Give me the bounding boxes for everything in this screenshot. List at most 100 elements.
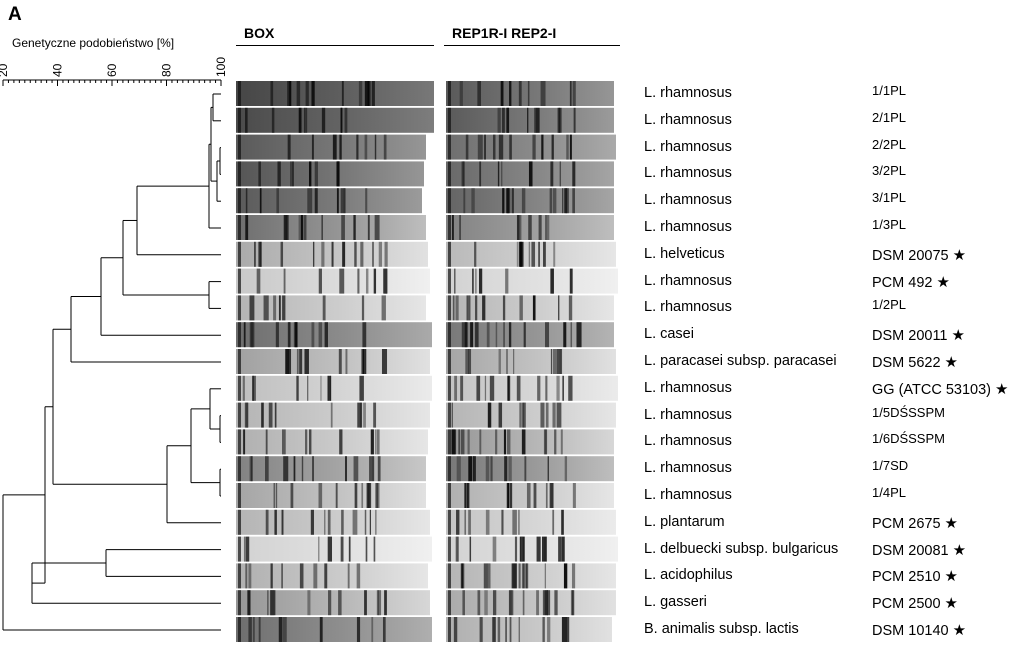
rep-band bbox=[502, 295, 506, 321]
rep-band bbox=[527, 107, 529, 133]
box-band bbox=[249, 295, 255, 321]
rep-band bbox=[502, 188, 505, 214]
rep-band bbox=[538, 215, 542, 240]
box-band bbox=[354, 241, 357, 267]
rep-well-band bbox=[448, 295, 451, 321]
reference-star-icon: ★ bbox=[936, 273, 950, 291]
rep-well-band bbox=[448, 81, 451, 106]
box-band bbox=[356, 134, 359, 160]
rep-band bbox=[503, 429, 507, 455]
rep-band bbox=[466, 483, 469, 508]
box-band bbox=[296, 375, 299, 401]
rep-band bbox=[454, 375, 458, 401]
box-lane bbox=[236, 188, 422, 214]
box-band bbox=[274, 509, 277, 535]
box-band bbox=[369, 456, 373, 482]
rep-band bbox=[542, 536, 544, 562]
rep-band bbox=[536, 590, 539, 616]
box-band bbox=[359, 402, 362, 428]
rep-lane bbox=[446, 295, 614, 321]
box-band bbox=[283, 268, 286, 294]
strain-id: PCM 492 ★ bbox=[872, 273, 950, 292]
box-band bbox=[258, 617, 261, 642]
box-band bbox=[340, 536, 344, 562]
rep-band bbox=[549, 188, 553, 214]
rep-band bbox=[492, 536, 497, 562]
reference-star-icon: ★ bbox=[952, 622, 967, 639]
rep-band bbox=[570, 322, 573, 348]
box-band bbox=[245, 215, 249, 240]
rep-well-band bbox=[448, 188, 451, 214]
box-band bbox=[259, 188, 262, 214]
box-band bbox=[339, 134, 342, 160]
strain-id-text: 3/2PL bbox=[872, 163, 906, 179]
rep-band bbox=[525, 563, 529, 589]
species-name: L. rhamnosus bbox=[644, 406, 732, 423]
rep-band bbox=[486, 322, 490, 348]
species-name: L. rhamnosus bbox=[644, 299, 732, 316]
box-band bbox=[261, 402, 264, 428]
box-band bbox=[312, 456, 314, 482]
rep-band bbox=[468, 456, 473, 482]
rep-band bbox=[484, 134, 486, 160]
box-lane bbox=[236, 617, 432, 642]
rep-band bbox=[485, 509, 490, 535]
box-band bbox=[367, 81, 371, 106]
rep-band bbox=[533, 483, 537, 508]
box-band bbox=[296, 81, 301, 106]
rep-band bbox=[468, 349, 472, 374]
box-well-band bbox=[238, 563, 241, 589]
rep-lane bbox=[446, 375, 618, 401]
box-band bbox=[265, 429, 268, 455]
rep-gel-lanes bbox=[446, 81, 618, 642]
box-band bbox=[318, 536, 320, 562]
box-column-rule bbox=[236, 45, 434, 46]
strain-id-text: 1/2PL bbox=[872, 297, 906, 313]
rep-well-band bbox=[448, 215, 451, 240]
rep-band bbox=[500, 81, 504, 106]
rep-band bbox=[506, 349, 508, 374]
rep-band bbox=[479, 161, 482, 187]
rep-well-band bbox=[448, 322, 451, 348]
box-band bbox=[358, 81, 363, 106]
box-band bbox=[378, 241, 383, 267]
rep-well-band bbox=[448, 483, 451, 508]
rep-band bbox=[507, 429, 511, 455]
reference-star-icon: ★ bbox=[952, 246, 967, 264]
box-lane bbox=[236, 429, 428, 455]
box-lane bbox=[236, 483, 426, 508]
rep-band bbox=[558, 295, 560, 321]
box-band bbox=[305, 107, 308, 133]
rep-band bbox=[547, 617, 551, 642]
rep-band bbox=[550, 161, 554, 187]
rep-band bbox=[495, 322, 498, 348]
box-band bbox=[256, 268, 261, 294]
box-band bbox=[254, 241, 256, 267]
box-band bbox=[327, 375, 332, 401]
rep-band bbox=[508, 134, 512, 160]
rep-band bbox=[549, 483, 551, 508]
rep-band bbox=[479, 268, 483, 294]
box-lane bbox=[236, 456, 426, 482]
rep-band bbox=[460, 375, 464, 401]
box-band bbox=[348, 536, 351, 562]
rep-band bbox=[514, 536, 518, 562]
box-band bbox=[273, 483, 275, 508]
box-lane bbox=[236, 161, 424, 187]
box-band bbox=[373, 268, 377, 294]
species-name: L. rhamnosus bbox=[644, 433, 732, 450]
rep-band bbox=[516, 375, 521, 401]
species-name: L. rhamnosus bbox=[644, 272, 732, 289]
rep-band bbox=[466, 295, 469, 321]
rep-band bbox=[518, 81, 522, 106]
box-band bbox=[361, 295, 365, 321]
rep-band bbox=[536, 536, 541, 562]
rep-band bbox=[532, 134, 536, 160]
box-band bbox=[359, 375, 364, 401]
box-band bbox=[349, 536, 351, 562]
rep-band bbox=[571, 563, 576, 589]
box-band bbox=[265, 509, 269, 535]
rep-band bbox=[566, 134, 569, 160]
rep-band bbox=[467, 483, 470, 508]
box-band bbox=[242, 375, 245, 401]
